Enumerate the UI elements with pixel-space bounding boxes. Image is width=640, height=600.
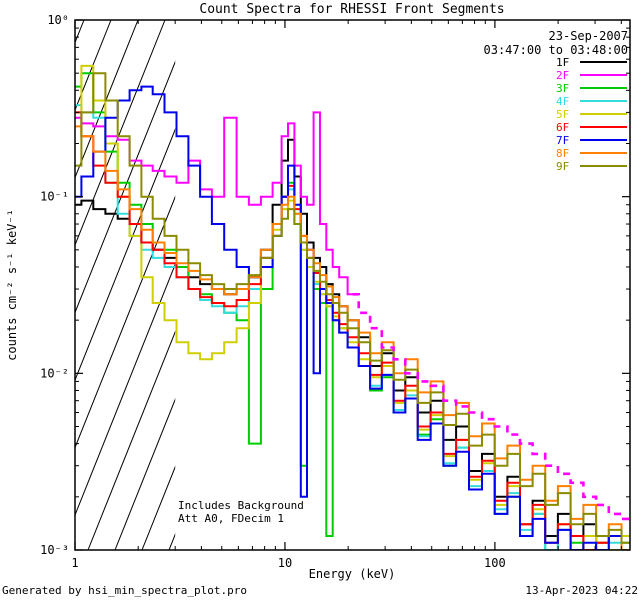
y-tick-label: 10⁻³ <box>40 543 69 557</box>
series-8F-line <box>75 125 630 550</box>
annotation-includes-background: Includes Background <box>178 499 304 512</box>
legend-label-4F: 4F <box>556 95 569 108</box>
legend-label-7F: 7F <box>556 134 569 147</box>
y-tick-label: 10⁻² <box>40 366 69 380</box>
legend-label-9F: 9F <box>556 160 569 173</box>
series-1F-line <box>75 138 630 550</box>
x-tick-label: 100 <box>484 556 506 570</box>
generator-credit: Generated by hsi_min_spectra_plot.pro <box>2 584 247 597</box>
x-tick-label: 10 <box>278 556 292 570</box>
x-tick-label: 1 <box>71 556 78 570</box>
plot-frame <box>74 19 631 551</box>
spectra-series <box>75 64 630 550</box>
legend-label-6F: 6F <box>556 121 569 134</box>
annotation-attenuator: Att A0, FDecim 1 <box>178 512 284 525</box>
legend-label-3F: 3F <box>556 82 569 95</box>
y-tick-label: 10⁻¹ <box>40 190 69 204</box>
date-label: 23-Sep-2007 <box>549 29 628 43</box>
legend-label-5F: 5F <box>556 108 569 121</box>
x-axis-label: Energy (keV) <box>309 567 396 581</box>
series-6F-line <box>75 111 630 550</box>
time-range-label: 03:47:00 to 03:48:00 <box>484 43 629 57</box>
axes: 1 10 100 10⁰ 10⁻¹ 10⁻² 10⁻³ <box>40 13 631 570</box>
legend-label-2F: 2F <box>556 69 569 82</box>
y-tick-label: 10⁰ <box>47 13 69 27</box>
series-2F-dashed-line <box>352 293 630 521</box>
legend-label-8F: 8F <box>556 147 569 160</box>
chart-title: Count Spectra for RHESSI Front Segments <box>199 2 504 17</box>
hatched-exclusion-region <box>75 20 176 550</box>
y-axis-label: counts cm⁻² s⁻¹ keV⁻¹ <box>5 209 19 361</box>
generation-datetime: 13-Apr-2023 04:22 <box>525 584 638 597</box>
series-9F-line <box>75 72 630 544</box>
series-3F-line <box>75 72 630 550</box>
legend-label-1F: 1F <box>556 56 569 69</box>
series-7F-line <box>75 85 630 550</box>
